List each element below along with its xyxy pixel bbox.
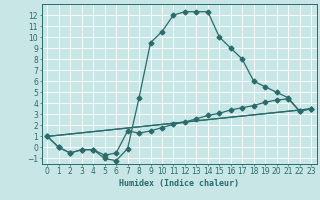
X-axis label: Humidex (Indice chaleur): Humidex (Indice chaleur) [119, 179, 239, 188]
